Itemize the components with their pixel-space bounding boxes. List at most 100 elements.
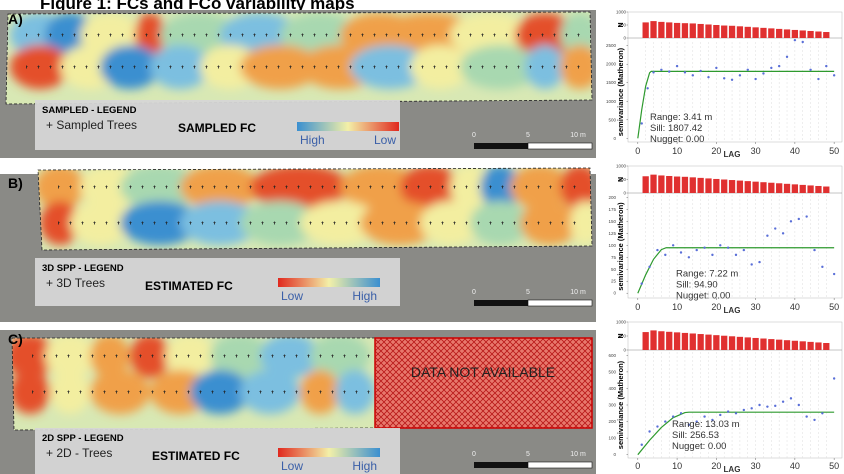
interpolation-blob: [10, 45, 70, 89]
semivariance-point: [695, 420, 698, 423]
x-tick-label: 10: [672, 461, 682, 471]
semivariance-point: [832, 272, 836, 276]
interpolation-blob: [45, 338, 95, 378]
histogram-bar: [807, 185, 814, 193]
semivariance-point: [805, 415, 808, 418]
interpolation-blob: [40, 201, 80, 245]
semivariance-point: [766, 234, 769, 237]
semivariance-point: [789, 220, 793, 223]
semivariance-point: [679, 251, 683, 254]
interpolation-blob: [90, 338, 130, 378]
interpolation-blob: [50, 370, 90, 414]
colorbar-label: Low: [281, 459, 303, 473]
histogram-bar: [791, 29, 799, 38]
interpolation-blob: [410, 45, 470, 89]
interpolation-blob: [240, 45, 320, 89]
semivariance-point: [640, 443, 643, 446]
histogram-bar: [681, 23, 689, 38]
semivariance-point: [738, 74, 742, 77]
semivariance-point: [711, 418, 714, 422]
histogram-bar: [713, 178, 720, 193]
x-tick-label: 0: [635, 302, 640, 312]
x-tick-label: 50: [829, 461, 839, 471]
interpolation-blob: [165, 338, 215, 378]
n-tick-label: 500: [618, 23, 626, 28]
semivariance-point: [703, 246, 706, 249]
semivariance-point: [671, 244, 675, 247]
semivariance-point: [734, 253, 738, 257]
x-tick-label: 10: [672, 146, 682, 156]
interpolation-blob: [560, 13, 592, 57]
semivariance-point: [750, 407, 753, 410]
interpolation-blob: [150, 45, 210, 89]
x-tick-label: 50: [829, 146, 839, 156]
semivariance-point: [730, 78, 734, 81]
interpolation-blob: [450, 168, 490, 209]
scale-bar-black: [474, 143, 528, 149]
interpolation-blob: [135, 13, 165, 57]
histogram-bar: [721, 179, 728, 193]
interpolation-blob: [515, 13, 575, 57]
model-line: [637, 247, 835, 294]
semivariance-point: [781, 232, 785, 235]
histogram-bar: [791, 184, 799, 193]
semivariance-point: [825, 64, 828, 68]
semivariance-point: [707, 75, 710, 79]
y-tick-label: 200: [608, 195, 616, 200]
n-tick-label: 0: [623, 36, 626, 41]
semivariance-point: [671, 415, 675, 418]
semivariance-point: [640, 282, 643, 285]
semivariance-point: [785, 55, 789, 59]
semivariance-point: [699, 69, 702, 73]
histogram-bar: [689, 23, 696, 38]
histogram-bar: [673, 176, 681, 193]
semivariance-point: [687, 256, 691, 259]
y-tick-label: 200: [608, 419, 616, 424]
x-tick-label: 30: [751, 302, 761, 312]
x-tick-label: 40: [790, 302, 800, 312]
fit-annotation: Sill: 1807.42: [650, 123, 702, 134]
histogram-bar: [760, 27, 767, 38]
variogram-chart: 05001000N05001000150020002500semivarianc…: [606, 10, 843, 159]
x-tick-label: 40: [790, 461, 800, 471]
n-tick-label: 500: [618, 334, 626, 339]
semivariance-point: [656, 425, 659, 428]
interpolation-blob: [335, 370, 375, 414]
semivariance-point: [703, 415, 706, 418]
interpolation-blob: [120, 201, 200, 245]
legend-title: 2D SPP - LEGEND: [42, 433, 124, 444]
y-tick-label: 125: [608, 231, 616, 236]
interpolation-blob: [510, 168, 570, 209]
semivariance-point: [683, 71, 687, 74]
map-label: SAMPLED FC: [178, 121, 256, 135]
histogram-bar: [768, 28, 775, 38]
interpolation-blob: [480, 168, 520, 209]
semivariance-point: [821, 265, 824, 269]
semivariance-point: [766, 405, 769, 408]
semivariance-point: [809, 68, 812, 71]
histogram-bar: [697, 177, 704, 193]
semivariance-point: [797, 217, 801, 221]
histogram-bar: [768, 182, 775, 193]
histogram-bar: [689, 177, 696, 193]
scale-label: 0: [472, 451, 476, 458]
histogram-bar: [807, 341, 814, 350]
histogram-bar: [681, 332, 689, 350]
histogram-bar: [658, 331, 665, 350]
fit-annotation: Range: 7.22 m: [676, 269, 738, 280]
interpolation-blob: [180, 168, 260, 209]
histogram-bar: [705, 334, 712, 350]
histogram-bar: [744, 26, 751, 38]
n-axis-label: N: [618, 22, 625, 27]
semivariance-point: [691, 74, 694, 77]
semivariance-point: [695, 248, 698, 252]
no-data-label: DATA NOT AVAILABLE: [411, 364, 555, 380]
x-axis-label: LAG: [724, 465, 741, 474]
x-tick-label: 30: [751, 461, 761, 471]
semivariance-point: [817, 77, 820, 81]
legend-item: + 3D Trees: [46, 276, 105, 290]
histogram-bar: [728, 25, 736, 38]
histogram-bar: [760, 182, 767, 193]
y-tick-label: 1500: [606, 80, 617, 85]
model-line: [637, 70, 835, 139]
